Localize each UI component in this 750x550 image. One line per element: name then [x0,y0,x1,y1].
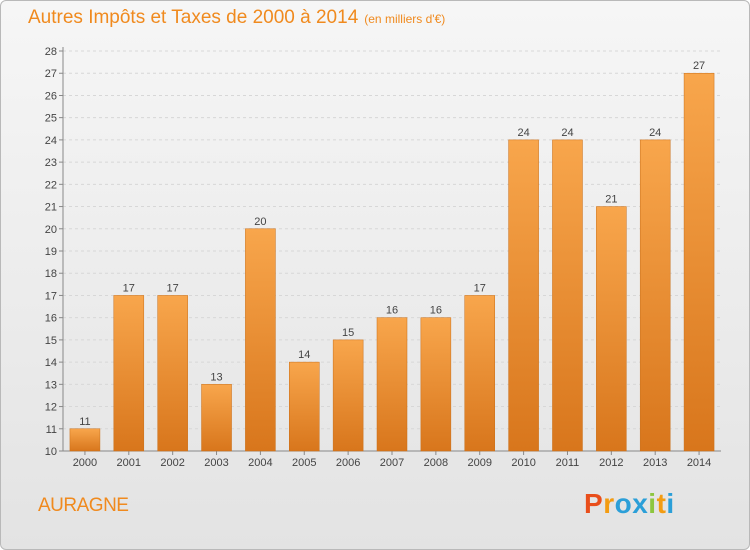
bar-2014 [683,72,715,452]
logo-letter: i [666,488,675,519]
y-tick-label: 26 [45,90,57,102]
chart-title-text: Autres Impôts et Taxes de 2000 à 2014 [28,7,359,28]
logo-letter: P [584,488,604,519]
data-label: 27 [693,60,705,72]
data-label: 17 [474,282,486,294]
y-tick-label: 24 [45,135,57,147]
commune-name: AURAGNE [38,495,129,516]
data-label: 14 [298,349,310,361]
x-tick-label: 2006 [336,457,360,469]
bar-2008 [420,317,452,452]
bar-2007 [376,317,408,452]
data-label: 20 [254,216,266,228]
y-tick-label: 19 [45,246,57,258]
y-tick-label: 17 [45,290,57,302]
data-label: 13 [210,371,222,383]
bar-2010 [508,139,539,452]
y-tick-label: 25 [45,113,57,125]
data-label: 24 [517,127,529,139]
x-tick-label: 2009 [467,457,491,469]
data-label: 24 [649,127,661,139]
data-label: 11 [79,416,90,428]
chart-title: Autres Impôts et Taxes de 2000 à 2014 (en… [28,7,445,29]
y-tick-label: 10 [45,446,57,458]
bar-2012 [596,206,627,452]
y-tick-label: 27 [45,68,57,80]
x-tick-label: 2005 [292,457,316,469]
logo-letter: t [656,488,667,519]
x-tick-label: 2002 [160,457,184,469]
bar-2011 [552,139,583,452]
data-label: 17 [123,282,135,294]
y-tick-label: 15 [45,335,57,347]
data-label: 24 [561,127,573,139]
x-tick-label: 2004 [248,457,272,469]
x-tick-label: 2008 [424,457,448,469]
y-tick-label: 16 [45,313,57,325]
x-tick-label: 2007 [380,457,404,469]
bar-2009 [464,295,495,452]
x-tick-label: 2001 [117,457,141,469]
data-label: 16 [430,305,442,317]
y-tick-label: 13 [45,379,57,391]
x-tick-label: 2013 [643,457,667,469]
bar-2005 [289,361,320,452]
data-labels: 11 17 17 13 20 14 15 16 16 17 24 24 21 24 27 [79,60,705,428]
data-label: 17 [167,282,179,294]
y-tick-label: 11 [46,424,57,436]
bar-2013 [639,139,671,452]
y-tick-label: 23 [45,157,57,169]
y-tick-label: 20 [45,224,57,236]
x-tick-label: 2003 [204,457,228,469]
bar-2003 [201,384,232,452]
data-label: 16 [386,305,398,317]
y-tick-label: 28 [45,46,57,58]
y-tick-label: 22 [45,179,57,191]
bar-2004 [245,228,276,452]
bars [69,72,715,452]
chart-subtitle: (en milliers d'€) [364,12,446,26]
x-tick-label: 2000 [73,457,97,469]
logo-letter: o [614,488,633,519]
logo-letter: r [603,488,615,519]
logo-letter: i [648,488,657,519]
bar-2002 [157,295,188,452]
bar-2001 [113,295,145,452]
y-tick-label: 14 [45,357,57,369]
y-tick-label: 21 [45,202,57,214]
y-tick-label: 18 [45,268,57,280]
x-tick-labels: 2000 2001 2002 2003 2004 2005 2006 2007 2008 2009… [73,457,712,469]
y-tick-label: 12 [45,402,57,414]
y-tick-labels: 10 11 12 13 14 15 16 17 18 19 20 21 22 23 24 25 26 27 28 [45,46,57,458]
data-label: 21 [605,194,617,206]
proxiti-logo[interactable]: Proxiti [584,488,675,520]
x-tick-label: 2011 [556,457,580,469]
logo-letter: x [632,488,649,519]
x-tick-label: 2014 [687,457,711,469]
x-tick-label: 2012 [599,457,623,469]
bar-2006 [332,339,364,452]
x-tick-label: 2010 [511,457,535,469]
bar-2000 [69,428,101,452]
data-label: 15 [342,327,354,339]
